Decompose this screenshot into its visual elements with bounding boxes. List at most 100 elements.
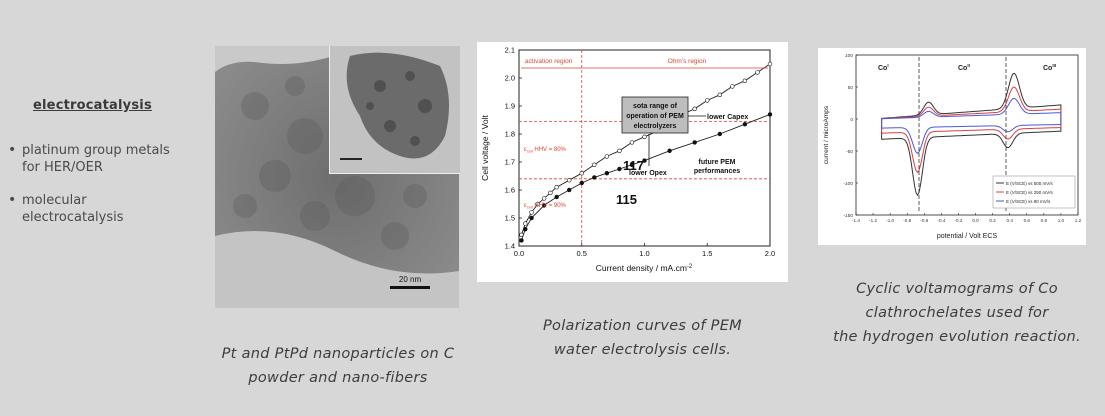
data-point bbox=[592, 162, 597, 168]
future-label: future PEM bbox=[699, 159, 736, 166]
y-tick-label: 1.7 bbox=[505, 158, 515, 167]
scale-bar-label: 20 nm bbox=[399, 275, 422, 284]
data-point bbox=[523, 221, 528, 226]
data-point bbox=[705, 98, 710, 103]
list-item: platinum group metals for HER/OER bbox=[6, 142, 196, 176]
data-point bbox=[629, 162, 635, 168]
data-point bbox=[541, 196, 547, 201]
plot-frame bbox=[518, 49, 771, 247]
data-point bbox=[554, 185, 559, 190]
data-point bbox=[692, 106, 697, 112]
x-tick-label: -0.2 bbox=[955, 218, 963, 223]
list-item-line: electrocatalysis bbox=[22, 210, 124, 225]
lower-opex-label: lower Opex bbox=[629, 170, 667, 177]
y-tick-label: 1.9 bbox=[505, 102, 515, 111]
caption-line: Polarization curves of PEM bbox=[543, 318, 742, 334]
ohms-region-label: Ohm's region bbox=[668, 58, 707, 65]
data-point bbox=[629, 140, 635, 145]
future-label: performances bbox=[694, 168, 740, 175]
x-tick-label: -0.4 bbox=[937, 218, 945, 223]
caption-line: Pt and PtPd nanoparticles on C bbox=[221, 346, 455, 362]
hhv90-label: εcell HHV = 90% bbox=[524, 203, 567, 210]
x-tick-label: 1.0 bbox=[639, 249, 649, 258]
hhv80-label: εcell HHV = 80% bbox=[524, 147, 567, 154]
x-axis-label: Current density / mA.cm-2 bbox=[596, 263, 693, 273]
data-point bbox=[529, 215, 534, 221]
x-tick-label: 0.0 bbox=[972, 218, 979, 223]
data-point bbox=[742, 121, 748, 127]
y-tick-label: 1.6 bbox=[505, 186, 515, 195]
x-tick-label: -0.8 bbox=[903, 218, 911, 223]
data-point bbox=[730, 84, 735, 89]
legend-entry: E (V/SCE) vs 500 mV/s bbox=[1006, 181, 1054, 186]
figure-caption: Cyclic voltamograms of Co clathrochelate… bbox=[812, 277, 1102, 349]
data-point bbox=[566, 178, 572, 183]
x-tick-label: -1.4 bbox=[852, 218, 860, 223]
data-point bbox=[717, 92, 723, 97]
y-axis-label: current / microAmps bbox=[823, 105, 830, 164]
data-point bbox=[692, 140, 697, 145]
inset-texture bbox=[330, 46, 460, 173]
data-point bbox=[755, 70, 760, 75]
legend-entry: E (V/SCE) vs 250 mV/s bbox=[1006, 190, 1054, 195]
sota-box bbox=[621, 96, 689, 134]
series-117-label: 117 bbox=[623, 158, 644, 173]
y-tick-label: 1.4 bbox=[505, 242, 515, 251]
lower-capex-label: lower Capex bbox=[707, 114, 748, 121]
y-tick-label: -50 bbox=[846, 149, 853, 155]
y-tick-label: -100 bbox=[843, 181, 853, 187]
cv-svg: -1.4 -1.2 -1.0 -0.8 -0.6 -0.4 -0.2 0.0 0.2 0.4 0.6… bbox=[823, 53, 1082, 240]
section-heading: electrocatalysis bbox=[33, 98, 152, 113]
y-tick-label: 1.8 bbox=[505, 130, 515, 139]
x-tick-label: -1.2 bbox=[869, 218, 877, 223]
data-point bbox=[579, 180, 584, 186]
x-axis-label: potential / Volt ECS bbox=[937, 233, 998, 240]
y-tick-label: 1.5 bbox=[505, 214, 515, 223]
x-tick-label: 0.6 bbox=[1024, 218, 1031, 223]
region-label-co1: CoI bbox=[878, 63, 889, 72]
figure-caption: Pt and PtPd nanoparticles on C powder an… bbox=[205, 342, 471, 390]
y-tick-label: -150 bbox=[843, 213, 853, 219]
caption-line: the hydrogen evolution reaction. bbox=[833, 329, 1081, 345]
cv-curve bbox=[881, 72, 1062, 197]
x-tick-label: 0.2 bbox=[989, 218, 996, 223]
list-item-line: platinum group metals bbox=[22, 143, 170, 158]
data-point bbox=[604, 154, 610, 159]
data-point bbox=[519, 238, 524, 243]
figure-caption: Polarization curves of PEM water electro… bbox=[520, 314, 765, 362]
x-tick-label: 1.5 bbox=[702, 249, 712, 258]
series-115-label: 115 bbox=[616, 192, 637, 207]
cv-curve bbox=[881, 97, 1062, 154]
y-tick-label: 2.1 bbox=[505, 46, 515, 55]
region-label-co2: CoII bbox=[958, 63, 970, 72]
x-tick-label: -1.0 bbox=[886, 218, 894, 223]
data-point bbox=[767, 61, 773, 67]
data-point bbox=[548, 190, 553, 196]
x-tick-label: 1.0 bbox=[1058, 218, 1065, 223]
data-point bbox=[642, 158, 647, 163]
sota-label: sota range of bbox=[633, 103, 678, 110]
data-point bbox=[523, 227, 528, 232]
list-item-line: for HER/OER bbox=[22, 160, 103, 175]
x-tick-label: 0.0 bbox=[514, 249, 524, 258]
cv-curve bbox=[881, 86, 1062, 174]
data-point bbox=[617, 148, 622, 154]
caption-line: Cyclic voltamograms of Co bbox=[856, 281, 1058, 297]
data-point bbox=[529, 210, 534, 215]
data-point bbox=[717, 131, 723, 137]
x-tick-label: 1.2 bbox=[1075, 218, 1082, 223]
legend-entry: E (V/SCE) vs 90 mV/s bbox=[1006, 199, 1051, 204]
data-point bbox=[535, 201, 541, 207]
caption-line: water electrolysis cells. bbox=[553, 342, 732, 358]
data-point bbox=[604, 171, 610, 176]
topic-list: platinum group metals for HER/OER molecu… bbox=[6, 142, 196, 242]
x-tick-label: -0.6 bbox=[920, 218, 928, 223]
region-label-co3: CoIII bbox=[1043, 63, 1056, 72]
data-point bbox=[742, 78, 748, 83]
x-tick-label: 0.4 bbox=[1006, 218, 1013, 223]
sota-label: electrolyzers bbox=[634, 123, 677, 130]
x-tick-label: 2.0 bbox=[765, 249, 775, 258]
list-item: molecular electrocatalysis bbox=[6, 192, 196, 226]
activation-region-label: activation region bbox=[525, 58, 573, 65]
x-tick-label: 0.8 bbox=[1041, 218, 1048, 223]
